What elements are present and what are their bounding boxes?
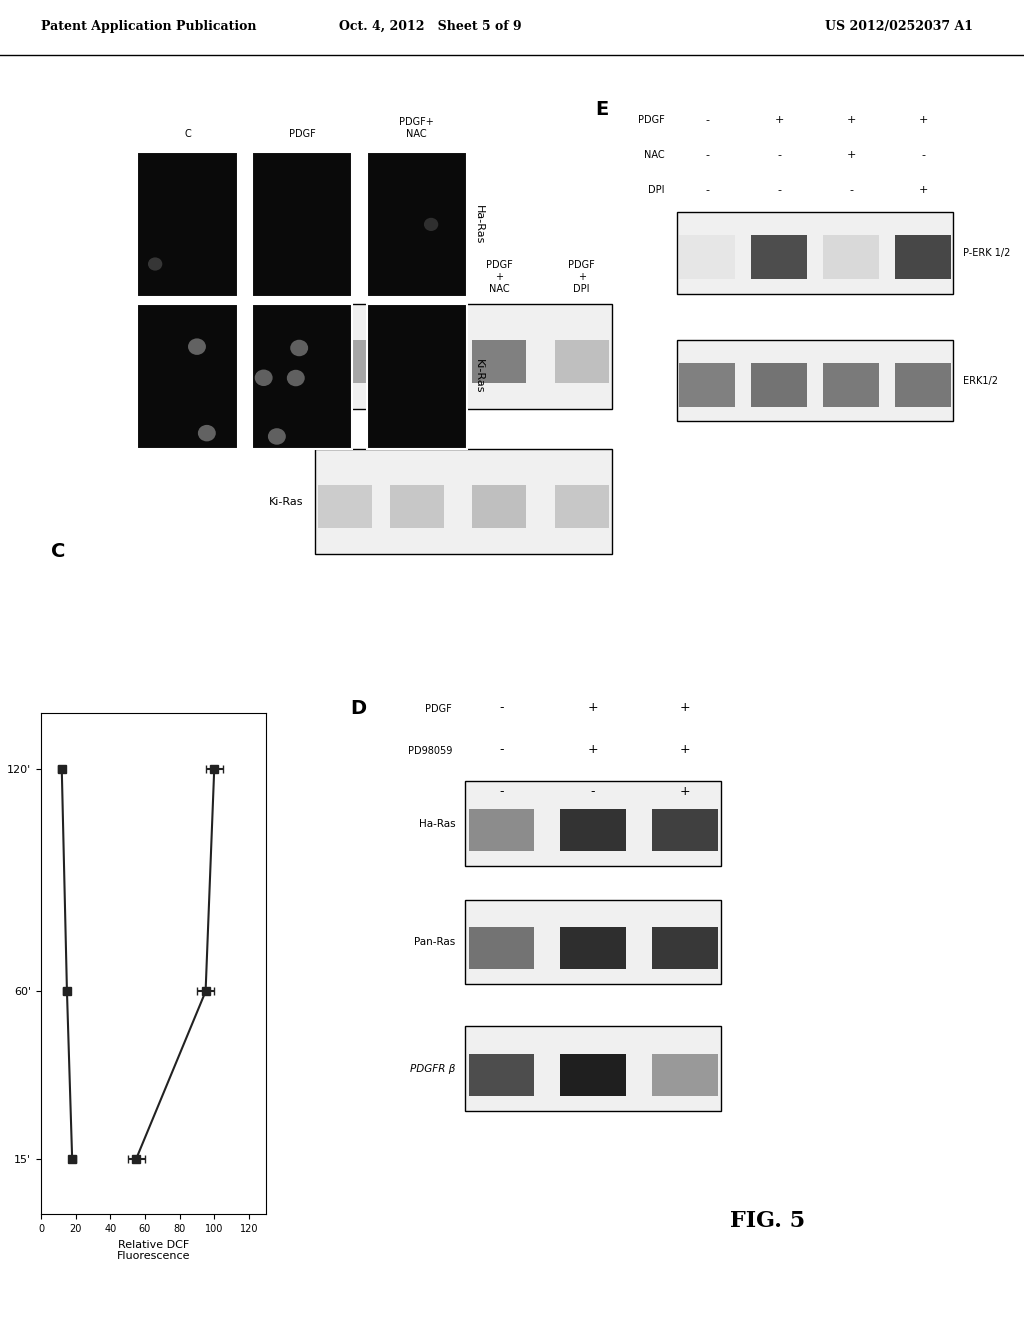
Circle shape [424,218,438,231]
Text: -: - [591,785,595,799]
Bar [465,781,721,866]
Bar [137,304,238,449]
Bar [252,304,352,449]
Text: PDGF: PDGF [425,704,453,714]
Text: -: - [705,115,709,125]
Bar [560,809,626,851]
Text: PDGF
+
NAC: PDGF + NAC [485,260,513,294]
Text: +: + [847,150,856,160]
Text: -: - [499,785,504,799]
Text: US 2012/0252037 A1: US 2012/0252037 A1 [824,20,973,33]
Text: PDGF
+
DPI: PDGF + DPI [568,260,595,294]
Text: +: + [680,743,690,756]
Text: ERK1/2: ERK1/2 [963,376,997,385]
Text: Ha-Ras: Ha-Ras [419,818,456,829]
Bar [390,484,443,528]
Text: E: E [596,100,609,119]
Bar [469,809,535,851]
Text: +: + [847,115,856,125]
Text: Oct. 4, 2012   Sheet 5 of 9: Oct. 4, 2012 Sheet 5 of 9 [339,20,521,33]
Bar [895,363,951,407]
Circle shape [147,257,162,271]
Text: +: + [680,701,690,714]
Text: -: - [499,701,504,714]
Circle shape [290,339,308,356]
Bar [555,339,608,383]
Bar [560,1053,626,1096]
Text: -: - [777,185,781,195]
Text: PDGF+
NAC: PDGF+ NAC [399,117,434,139]
Bar [679,363,735,407]
Bar [465,1027,721,1111]
Bar [472,484,526,528]
Circle shape [198,425,216,441]
Bar [555,484,608,528]
Text: -: - [705,185,709,195]
Text: DPI: DPI [648,185,665,195]
Text: +: + [588,743,598,756]
Text: Ki-Ras: Ki-Ras [269,496,304,507]
Bar [679,235,735,279]
Text: PD98059: PD98059 [408,746,453,756]
Bar [314,449,612,554]
Text: Ha-Ras: Ha-Ras [474,205,484,244]
Text: -: - [849,185,853,195]
Y-axis label: PDGF: PDGF [0,949,1,978]
Circle shape [188,338,206,355]
Text: +: + [588,701,598,714]
Text: C: C [51,543,66,561]
Text: PDGFR β: PDGFR β [410,1064,456,1073]
Text: P-ERK 1/2: P-ERK 1/2 [963,248,1010,257]
Text: -: - [705,150,709,160]
X-axis label: Relative DCF
Fluorescence: Relative DCF Fluorescence [117,1239,190,1262]
Text: +: + [919,185,928,195]
Text: -: - [777,150,781,160]
Bar [895,235,951,279]
Bar [560,927,626,969]
Bar [678,213,952,293]
Bar [367,152,467,297]
Bar [752,235,807,279]
Bar [390,339,443,383]
Text: +: + [774,115,783,125]
Text: PDGF: PDGF [289,128,315,139]
Bar [252,152,352,297]
Text: Ha-Ras: Ha-Ras [264,351,304,362]
Bar [678,341,952,421]
Bar [823,363,879,407]
Text: FIG. 5: FIG. 5 [730,1210,806,1232]
Text: PDGF: PDGF [638,115,665,125]
Text: Pan-Ras: Pan-Ras [415,937,456,946]
Text: PDGF: PDGF [403,284,430,294]
Bar [367,304,467,449]
Bar [318,339,372,383]
Circle shape [268,428,286,445]
Bar [469,1053,535,1096]
Bar [469,927,535,969]
Bar [752,363,807,407]
Bar [652,809,718,851]
Text: C: C [184,128,190,139]
Text: +: + [919,115,928,125]
Bar [472,339,526,383]
Text: C: C [342,284,348,294]
Text: -: - [499,743,504,756]
Text: B: B [223,228,238,248]
Bar [465,900,721,985]
Text: Patent Application Publication: Patent Application Publication [41,20,256,33]
Text: NAC: NAC [644,150,665,160]
Text: D: D [350,700,367,718]
Bar [318,484,372,528]
Bar [823,235,879,279]
Bar [652,1053,718,1096]
Circle shape [255,370,272,385]
Text: -: - [922,150,926,160]
Bar [314,304,612,409]
Bar [652,927,718,969]
Circle shape [287,370,305,387]
Bar [137,152,238,297]
Text: +: + [680,785,690,799]
Text: Ki-Ras: Ki-Ras [474,359,484,393]
